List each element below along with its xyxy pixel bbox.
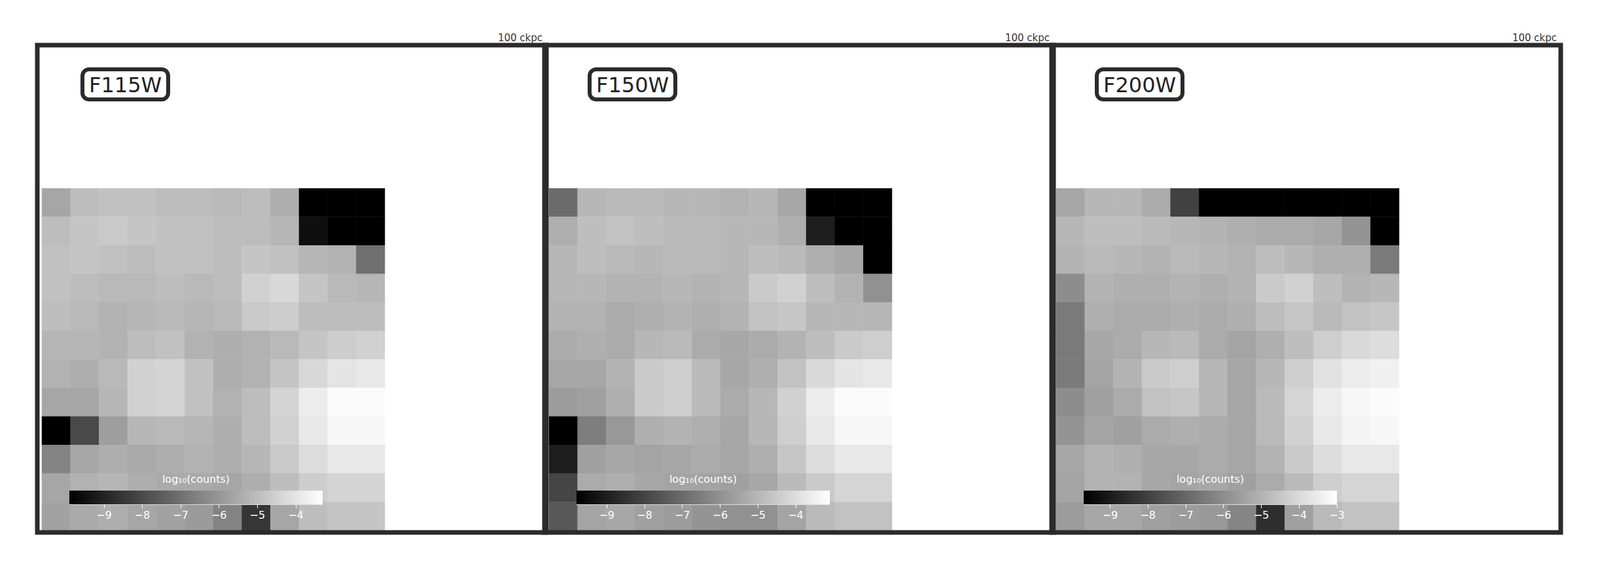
svg-text:log₁₀(counts): log₁₀(counts) [669, 473, 737, 486]
svg-text:−7: −7 [172, 509, 189, 522]
svg-text:−9: −9 [598, 509, 615, 522]
svg-text:−7: −7 [674, 509, 691, 522]
svg-text:−6: −6 [712, 509, 729, 522]
svg-text:100 ckpc: 100 ckpc [1512, 32, 1557, 44]
svg-text:−5: −5 [249, 509, 266, 522]
svg-text:−3: −3 [1329, 509, 1345, 522]
svg-text:log₁₀(counts): log₁₀(counts) [162, 473, 230, 486]
svg-text:−9: −9 [1102, 509, 1119, 522]
svg-text:log₁₀(counts): log₁₀(counts) [1176, 473, 1245, 486]
svg-text:−8: −8 [1139, 509, 1156, 522]
svg-text:F200W: F200W [1103, 72, 1176, 98]
svg-text:100 ckpc: 100 ckpc [1005, 32, 1050, 44]
svg-text:100 ckpc: 100 ckpc [497, 32, 543, 44]
svg-text:−8: −8 [134, 509, 151, 522]
svg-text:−4: −4 [287, 509, 304, 522]
svg-text:−4: −4 [1291, 509, 1307, 522]
svg-text:−7: −7 [1177, 509, 1194, 522]
svg-text:−4: −4 [787, 509, 804, 522]
svg-text:F150W: F150W [596, 72, 669, 98]
svg-text:−6: −6 [1215, 509, 1232, 522]
svg-text:−9: −9 [96, 509, 112, 522]
svg-text:−8: −8 [636, 509, 653, 522]
svg-text:−5: −5 [749, 509, 766, 522]
svg-text:−5: −5 [1253, 509, 1270, 522]
svg-text:F115W: F115W [88, 72, 162, 98]
svg-text:−6: −6 [211, 509, 228, 522]
